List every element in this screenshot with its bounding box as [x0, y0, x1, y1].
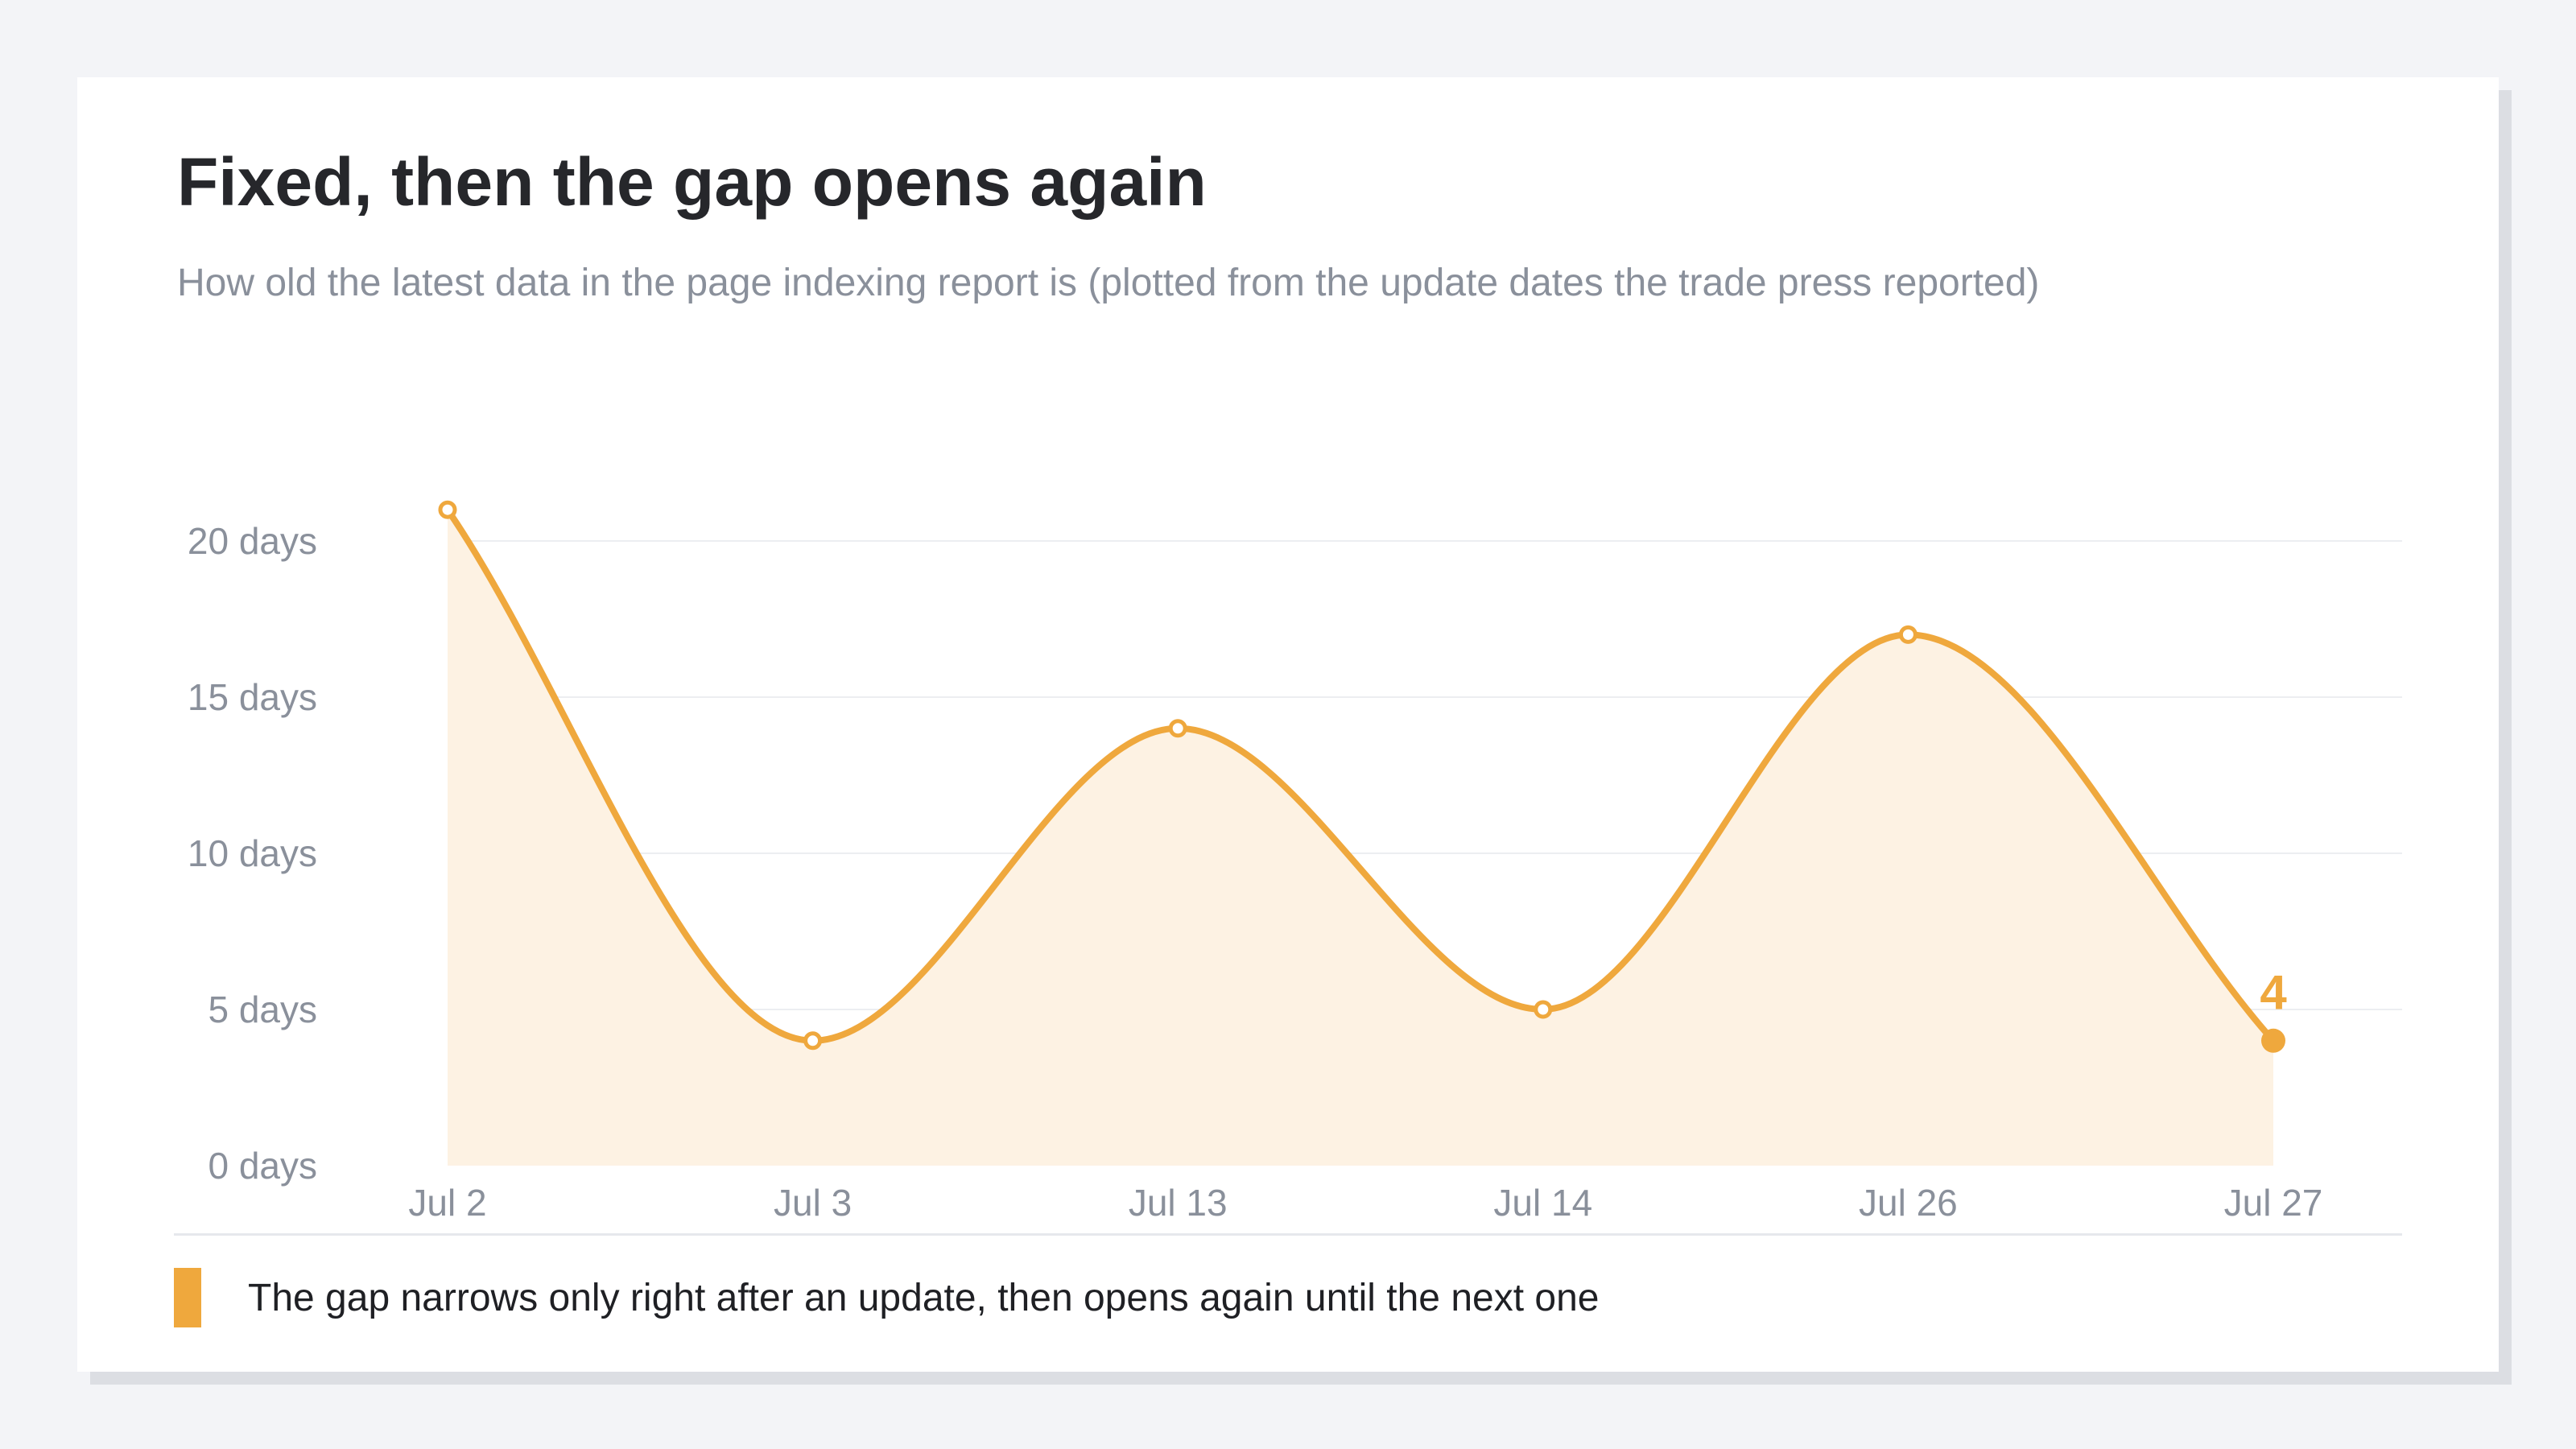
chart-card: Fixed, then the gap opens again How old …: [77, 77, 2499, 1372]
x-tick-label: Jul 2: [408, 1182, 486, 1224]
data-points: [438, 500, 2285, 1053]
line-layer: [444, 506, 2277, 1044]
annotations: 4: [2260, 965, 2287, 1019]
x-axis: Jul 2 Jul 3 Jul 13 Jul 14 Jul 26 Jul 27: [408, 1182, 2322, 1224]
data-label: 4: [2260, 965, 2287, 1019]
x-tick-label: Jul 13: [1129, 1182, 1228, 1224]
area-fill-layer: [448, 510, 2273, 1166]
y-tick-label: 0 days: [208, 1145, 317, 1187]
chart-title: Fixed, then the gap opens again: [177, 144, 1207, 220]
data-point: [1168, 719, 1187, 738]
y-tick-label: 5 days: [208, 989, 317, 1030]
x-tick-label: Jul 14: [1493, 1182, 1592, 1224]
legend: The gap narrows only right after an upda…: [174, 1265, 1599, 1330]
data-point: [438, 500, 457, 519]
y-tick-label: 10 days: [188, 832, 317, 874]
chart-subtitle: How old the latest data in the page inde…: [177, 262, 2040, 304]
data-point: [803, 1031, 823, 1051]
data-point: [1898, 625, 1918, 644]
area-fill: [448, 510, 2273, 1166]
data-point: [1534, 1000, 1553, 1019]
y-axis: 0 days 5 days 10 days 15 days 20 days: [188, 520, 317, 1187]
legend-divider: [174, 1233, 2402, 1236]
x-tick-label: Jul 26: [1859, 1182, 1958, 1224]
series-line: [444, 506, 2277, 1044]
y-tick-label: 15 days: [188, 676, 317, 718]
x-tick-label: Jul 3: [774, 1182, 852, 1224]
last-data-point: [2261, 1028, 2285, 1053]
y-tick-label: 20 days: [188, 520, 317, 562]
legend-label: The gap narrows only right after an upda…: [248, 1276, 1600, 1319]
x-tick-label: Jul 27: [2224, 1182, 2323, 1224]
legend-swatch: [174, 1268, 201, 1327]
